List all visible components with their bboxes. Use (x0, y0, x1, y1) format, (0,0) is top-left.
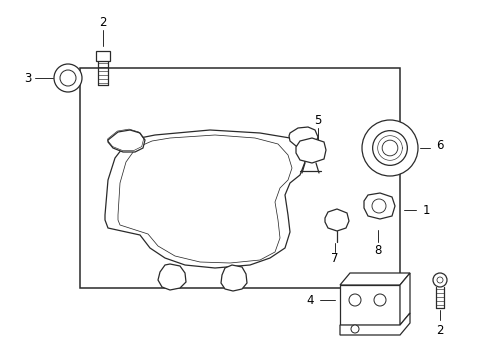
Polygon shape (288, 127, 317, 147)
Polygon shape (108, 130, 145, 152)
Circle shape (432, 273, 446, 287)
Polygon shape (339, 285, 399, 325)
Text: 6: 6 (435, 139, 443, 152)
Polygon shape (339, 273, 409, 285)
Text: 2: 2 (99, 15, 106, 28)
Bar (96, 51, 110, 61)
Circle shape (371, 199, 385, 213)
Circle shape (361, 120, 417, 176)
Polygon shape (295, 138, 325, 163)
Circle shape (54, 64, 82, 92)
Circle shape (436, 277, 442, 283)
Polygon shape (105, 130, 305, 268)
Text: 8: 8 (373, 243, 381, 257)
Polygon shape (221, 265, 246, 291)
Circle shape (373, 294, 385, 306)
Text: 2: 2 (435, 324, 443, 337)
Text: 5: 5 (314, 113, 321, 126)
Circle shape (348, 294, 360, 306)
Polygon shape (339, 313, 409, 335)
Text: 3: 3 (24, 72, 32, 85)
Circle shape (350, 325, 358, 333)
Bar (80, 68, 399, 288)
Text: 4: 4 (306, 293, 313, 306)
Polygon shape (399, 273, 409, 325)
Text: 1: 1 (422, 203, 429, 216)
Polygon shape (158, 264, 185, 290)
Circle shape (60, 70, 76, 86)
Circle shape (382, 140, 397, 156)
Circle shape (372, 131, 407, 165)
Polygon shape (325, 209, 348, 231)
Text: 7: 7 (330, 252, 338, 265)
Polygon shape (363, 193, 394, 219)
